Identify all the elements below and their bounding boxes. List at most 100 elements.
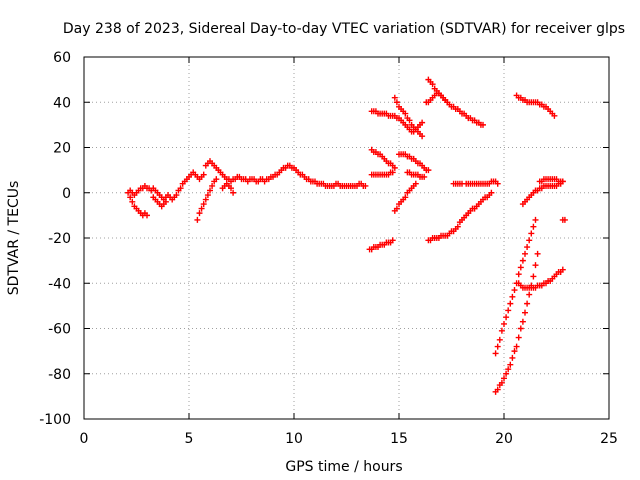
data-point: [230, 189, 237, 196]
data-point: [162, 198, 169, 205]
data-point: [173, 192, 180, 199]
data-point: [406, 117, 413, 124]
axis-ticks: 0 5 10 15 20 25 60 40 20 0 -20 -40 -60 -80 -100: [39, 50, 618, 447]
data-point: [507, 300, 514, 307]
data-point: [480, 121, 486, 128]
data-point: [207, 187, 213, 194]
data-point: [200, 171, 207, 178]
data-point: [501, 320, 507, 327]
data-point: [534, 250, 541, 257]
data-point: [488, 189, 495, 196]
data-point: [515, 334, 522, 341]
data-point: [454, 223, 461, 230]
data-point: [505, 307, 512, 314]
data-point: [492, 350, 499, 357]
data-point: [228, 185, 234, 192]
data-point: [194, 216, 201, 223]
y-tick-label: 60: [53, 50, 71, 66]
data-point: [526, 291, 533, 298]
data-point: [204, 192, 211, 199]
data-point: [391, 164, 398, 171]
data-point: [503, 370, 510, 377]
data-point: [511, 348, 518, 355]
data-point: [402, 110, 409, 117]
data-point: [177, 185, 184, 192]
data-point: [393, 205, 400, 212]
data-point: [494, 180, 501, 187]
data-point: [551, 112, 558, 119]
data-point: [389, 169, 396, 176]
data-point: [425, 167, 432, 174]
data-point: [519, 318, 526, 325]
data-point: [528, 230, 535, 237]
data-point: [530, 273, 537, 280]
y-tick-label: -80: [48, 367, 71, 383]
y-axis-label: SDTVAR / TECUs: [6, 181, 22, 296]
data-point: [522, 250, 528, 257]
x-tick-label: 25: [600, 431, 618, 447]
data-point: [412, 180, 419, 187]
data-point: [517, 325, 524, 332]
x-tick-label: 5: [185, 431, 194, 447]
data-point: [507, 361, 514, 368]
x-tick-label: 0: [80, 431, 89, 447]
data-point: [559, 178, 566, 185]
y-tick-label: 40: [53, 95, 71, 111]
y-tick-label: -40: [48, 276, 71, 292]
data-point: [501, 375, 507, 382]
data-point: [524, 244, 531, 251]
data-point: [522, 309, 528, 316]
y-tick-label: -60: [48, 322, 71, 338]
data-point: [515, 271, 522, 278]
data-point: [503, 314, 510, 321]
data-point: [444, 99, 451, 106]
data-point: [509, 293, 516, 300]
data-point: [519, 257, 526, 264]
data-point: [561, 216, 568, 223]
data-point: [202, 196, 209, 203]
data-point: [419, 133, 426, 140]
data-point: [144, 212, 150, 219]
data-point: [129, 198, 136, 205]
data-point: [494, 386, 501, 393]
data-point: [362, 182, 369, 189]
data-point: [509, 354, 516, 361]
data-point: [513, 343, 520, 350]
data-point: [393, 99, 400, 106]
y-tick-label: 0: [62, 186, 71, 202]
data-point: [389, 237, 396, 244]
chart-title: Day 238 of 2023, Sidereal Day-to-day VTE…: [63, 21, 625, 37]
x-tick-label: 20: [495, 431, 513, 447]
x-tick-label: 15: [390, 431, 408, 447]
data-point: [196, 210, 203, 217]
data-point: [200, 201, 207, 208]
y-tick-label: 20: [53, 141, 71, 157]
data-point: [526, 237, 533, 244]
y-tick-label: -20: [48, 231, 71, 247]
data-marks: [125, 76, 568, 395]
data-point: [419, 119, 426, 126]
data-point: [517, 264, 524, 271]
data-point: [524, 300, 531, 307]
data-point: [530, 223, 537, 230]
data-point: [498, 379, 505, 386]
data-point: [429, 81, 436, 88]
plot-frame: [83, 56, 610, 420]
data-point: [198, 205, 205, 212]
data-point: [559, 266, 566, 273]
data-point: [494, 343, 501, 350]
data-point: [496, 336, 503, 343]
data-point: [532, 216, 539, 223]
data-point: [459, 180, 465, 187]
data-point: [532, 262, 539, 269]
data-point: [402, 194, 409, 201]
x-tick-label: 10: [285, 431, 303, 447]
data-point: [505, 366, 512, 373]
data-point: [391, 94, 398, 101]
grid-lines: [84, 57, 609, 419]
x-axis-label: GPS time / hours: [285, 459, 402, 475]
data-point: [127, 194, 134, 201]
data-point: [498, 327, 505, 334]
data-point: [213, 176, 220, 183]
